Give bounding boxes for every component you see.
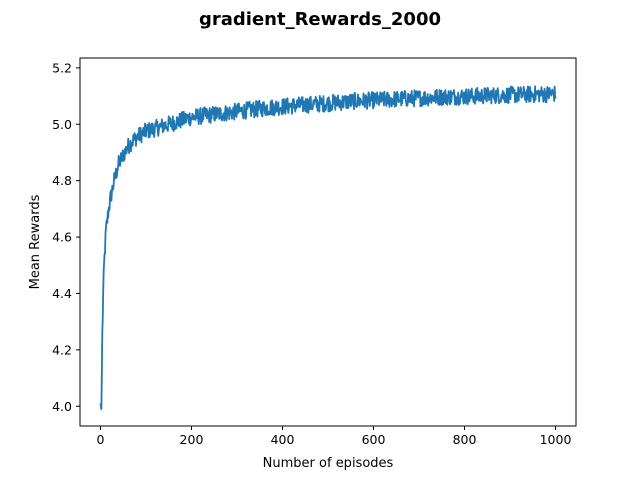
y-axis: 4.0 4.2 4.4 4.6 4.8 5.0 5.2 (52, 60, 80, 414)
chart-title: gradient_Rewards_2000 (199, 9, 441, 30)
x-tick-label: 1000 (540, 432, 572, 447)
x-tick-label: 400 (271, 432, 295, 447)
y-tick-label: 4.8 (52, 173, 72, 188)
y-tick-label: 5.2 (52, 60, 72, 75)
x-tick-label: 800 (453, 432, 477, 447)
y-tick-label: 4.4 (52, 286, 72, 301)
y-tick-label: 4.2 (52, 342, 72, 357)
y-tick-label: 4.6 (52, 230, 72, 245)
y-axis-label: Mean Rewards (28, 194, 43, 289)
x-axis-label: Number of episodes (263, 456, 394, 471)
plot-area (99, 85, 557, 410)
series-line (99, 85, 557, 410)
x-tick-label: 600 (362, 432, 386, 447)
x-tick-label: 0 (97, 432, 105, 447)
y-tick-label: 4.0 (52, 399, 72, 414)
axes-frame (79, 57, 577, 427)
x-tick-label: 200 (180, 432, 204, 447)
x-axis: 0 200 400 600 800 1000 (97, 426, 572, 447)
y-tick-label: 5.0 (52, 117, 72, 132)
